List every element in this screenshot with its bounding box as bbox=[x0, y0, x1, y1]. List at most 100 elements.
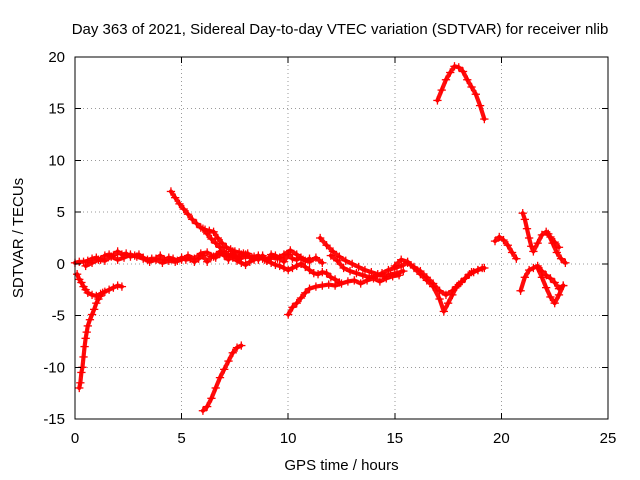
data-point-10-14 bbox=[465, 270, 474, 279]
data-point-6-29 bbox=[322, 269, 331, 278]
data-point-6-21 bbox=[288, 263, 297, 273]
x-tick-label-2: 10 bbox=[280, 430, 297, 447]
data-point-7-10 bbox=[337, 279, 346, 288]
data-point-1-16 bbox=[183, 251, 193, 260]
series-line-12 bbox=[492, 234, 519, 261]
y-tick-label-5: 10 bbox=[48, 152, 65, 169]
data-point-6-4 bbox=[215, 243, 225, 252]
data-point-0-31 bbox=[203, 257, 212, 266]
data-point-4-14 bbox=[226, 245, 235, 254]
data-point-10-5 bbox=[422, 276, 431, 285]
data-point-7-12 bbox=[350, 276, 359, 285]
data-point-10-4 bbox=[416, 270, 425, 279]
data-point-2-10 bbox=[104, 285, 114, 294]
data-point-1-1 bbox=[87, 258, 97, 267]
data-point-1-32 bbox=[286, 246, 295, 255]
data-point-11-1 bbox=[437, 85, 446, 95]
data-point-10-16 bbox=[473, 265, 483, 275]
data-point-0-10 bbox=[113, 247, 122, 256]
data-point-11-5 bbox=[454, 63, 463, 72]
data-point-9-5 bbox=[358, 271, 367, 280]
data-point-10-15 bbox=[469, 267, 478, 277]
data-point-5-8 bbox=[232, 343, 242, 352]
data-point-6-28 bbox=[318, 267, 327, 277]
data-point-2-12 bbox=[113, 281, 122, 290]
data-point-10-10 bbox=[448, 290, 457, 300]
axes-layer: 0 5 10 15 20 25 -15 -10 -5 0 5 10 15 20 bbox=[43, 49, 616, 447]
data-point-1-9 bbox=[139, 254, 148, 263]
data-point-4-6 bbox=[192, 219, 201, 228]
data-point-1-12 bbox=[158, 258, 167, 267]
series-arc-3 bbox=[72, 270, 127, 301]
data-point-7-0 bbox=[284, 310, 293, 319]
data-point-13-6 bbox=[542, 271, 551, 280]
data-point-14-4 bbox=[527, 242, 536, 251]
data-point-9-3 bbox=[345, 266, 355, 276]
data-point-8-0 bbox=[316, 233, 325, 243]
data-point-4-4 bbox=[183, 210, 193, 219]
data-point-9-1 bbox=[333, 256, 342, 265]
data-point-7-2 bbox=[292, 299, 301, 308]
data-point-6-23 bbox=[296, 259, 306, 269]
data-point-6-3 bbox=[211, 239, 220, 248]
data-point-3-7 bbox=[82, 327, 91, 337]
data-point-5-5 bbox=[220, 365, 229, 374]
data-point-6-10 bbox=[241, 260, 250, 270]
data-point-11-3 bbox=[446, 68, 455, 77]
data-point-6-25 bbox=[305, 265, 314, 275]
y-tick-label-2: -5 bbox=[52, 308, 65, 325]
data-point-6-14 bbox=[258, 254, 267, 263]
series-line-5 bbox=[200, 343, 244, 413]
data-point-15-4 bbox=[550, 299, 559, 308]
data-point-7-7 bbox=[318, 281, 327, 290]
data-point-1-30 bbox=[273, 254, 282, 263]
data-point-2-13 bbox=[117, 282, 127, 291]
data-point-11-6 bbox=[458, 67, 468, 76]
data-point-5-1 bbox=[203, 402, 212, 411]
series-arc-11 bbox=[390, 255, 487, 316]
data-point-8-4 bbox=[341, 256, 350, 265]
data-point-3-2 bbox=[77, 368, 86, 377]
data-point-16-0 bbox=[544, 229, 553, 239]
data-point-6-8 bbox=[232, 256, 242, 265]
y-tick-label-7: 20 bbox=[48, 49, 65, 66]
data-point-4-3 bbox=[179, 204, 188, 214]
data-point-6-6 bbox=[224, 250, 233, 259]
data-point-8-6 bbox=[354, 262, 363, 272]
data-point-6-2 bbox=[207, 234, 216, 244]
data-point-3-9 bbox=[85, 315, 95, 324]
data-point-11-4 bbox=[450, 62, 459, 71]
y-tick-label-1: -10 bbox=[43, 359, 65, 376]
data-point-1-0 bbox=[81, 261, 90, 271]
data-point-8-1 bbox=[322, 241, 331, 250]
x-tick-label-3: 15 bbox=[386, 430, 403, 447]
data-point-6-24 bbox=[301, 262, 310, 272]
data-point-10-6 bbox=[429, 282, 438, 291]
data-point-14-1 bbox=[520, 215, 530, 224]
series-arc-17 bbox=[544, 229, 570, 267]
data-point-3-6 bbox=[81, 334, 90, 343]
data-point-6-9 bbox=[237, 258, 246, 267]
data-point-7-9 bbox=[330, 281, 340, 290]
data-point-1-15 bbox=[177, 255, 186, 264]
data-point-16-1 bbox=[548, 239, 557, 248]
data-point-3-8 bbox=[83, 321, 92, 331]
data-point-4-1 bbox=[171, 193, 180, 202]
data-point-7-11 bbox=[343, 277, 353, 286]
data-point-1-7 bbox=[126, 250, 135, 259]
data-point-14-7 bbox=[537, 230, 547, 240]
data-point-14-5 bbox=[529, 247, 538, 256]
data-point-1-20 bbox=[209, 252, 218, 261]
data-point-4-0 bbox=[166, 187, 176, 196]
data-point-5-9 bbox=[237, 341, 246, 350]
data-point-1-3 bbox=[100, 256, 109, 265]
data-point-6-5 bbox=[220, 247, 229, 256]
data-point-7-5 bbox=[305, 284, 314, 293]
data-point-9-0 bbox=[326, 251, 335, 260]
data-point-4-10 bbox=[209, 227, 218, 236]
data-point-6-18 bbox=[275, 261, 284, 271]
data-point-6-17 bbox=[271, 260, 280, 270]
data-point-8-12 bbox=[392, 269, 402, 278]
y-tick-label-4: 5 bbox=[57, 204, 65, 221]
data-point-1-18 bbox=[196, 249, 205, 258]
